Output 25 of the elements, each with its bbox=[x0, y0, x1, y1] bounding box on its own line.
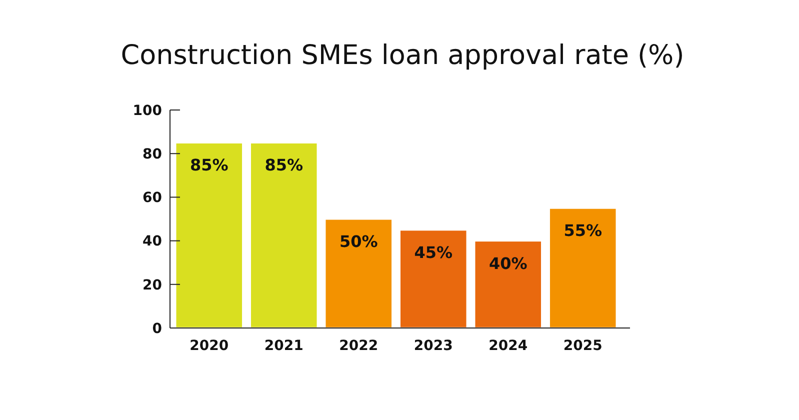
bar bbox=[249, 142, 318, 329]
bar bbox=[324, 218, 394, 329]
bar bbox=[474, 240, 543, 329]
x-tick-label: 2025 bbox=[563, 338, 602, 354]
y-tick-label: 100 bbox=[132, 102, 162, 119]
data-label: 85% bbox=[264, 156, 304, 175]
y-tick-label: 20 bbox=[142, 277, 162, 294]
x-tick-label: 2024 bbox=[488, 338, 528, 354]
data-label: 40% bbox=[488, 254, 528, 273]
bar bbox=[548, 207, 618, 329]
y-tick-label: 60 bbox=[142, 190, 162, 206]
y-tick-label: 40 bbox=[142, 234, 162, 250]
x-tick-label: 2020 bbox=[190, 338, 229, 354]
data-label: 45% bbox=[414, 242, 453, 262]
y-tick-label: 80 bbox=[142, 146, 162, 162]
x-tick-label: 2021 bbox=[264, 338, 304, 354]
bar bbox=[174, 142, 244, 329]
chart-title: Construction SMEs loan approval rate (%) bbox=[120, 40, 684, 71]
data-label: 55% bbox=[564, 221, 602, 240]
data-label: 85% bbox=[190, 156, 228, 175]
y-tick-label: 0 bbox=[152, 320, 162, 337]
x-tick-label: 2022 bbox=[339, 338, 378, 354]
x-tick-label: 2023 bbox=[414, 338, 453, 354]
data-label: 50% bbox=[339, 232, 378, 251]
bar bbox=[398, 229, 468, 329]
